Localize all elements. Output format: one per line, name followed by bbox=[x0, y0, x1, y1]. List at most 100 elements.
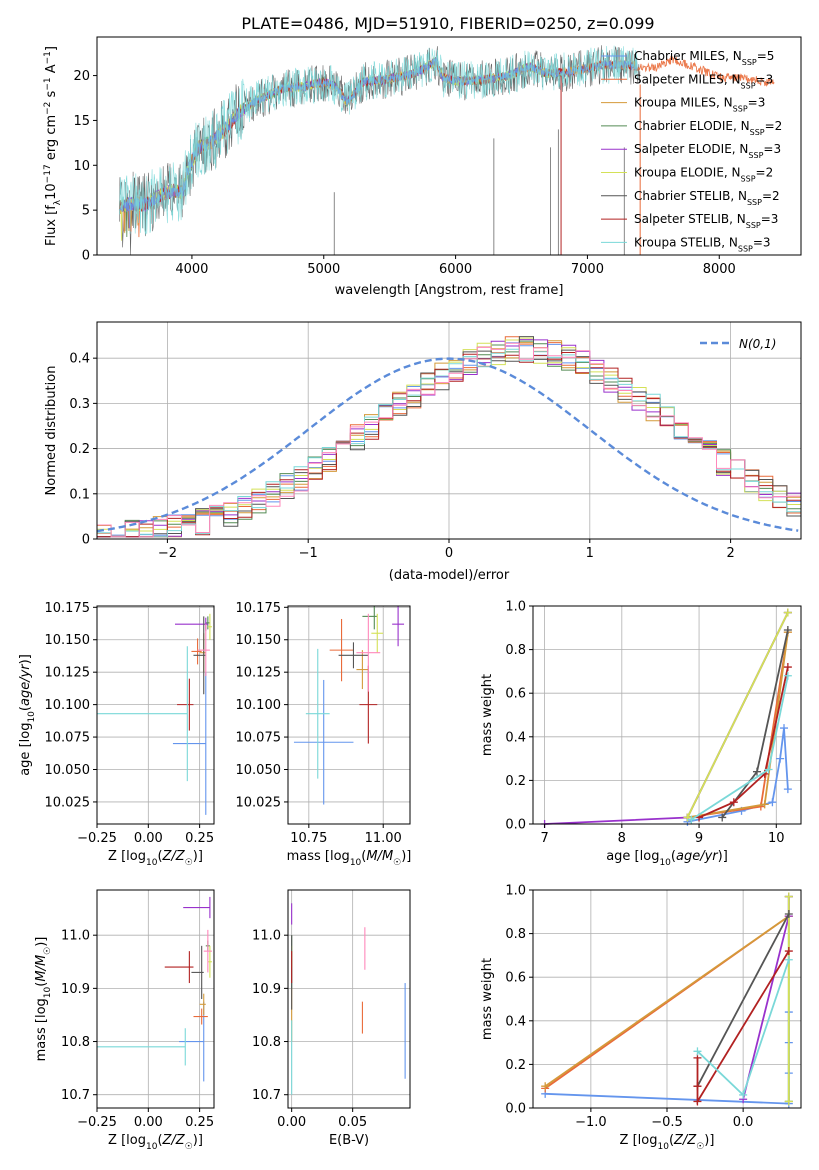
x-tick-label: 10 bbox=[768, 831, 785, 846]
series-salpeter_elodie bbox=[739, 892, 793, 1104]
legend-text: Salpeter ELODIE, N bbox=[634, 142, 748, 156]
y-tick-label: 10.050 bbox=[45, 763, 91, 778]
x-tick-label: 8000 bbox=[703, 262, 736, 277]
axes-frame bbox=[532, 605, 802, 825]
y-tick-label: 10.8 bbox=[61, 1035, 90, 1050]
label-part: M/M bbox=[34, 955, 49, 982]
series-marker bbox=[784, 1097, 793, 1106]
grid bbox=[96, 606, 214, 824]
point-chabrier_stelib bbox=[193, 616, 206, 695]
histogram-pink bbox=[97, 342, 801, 538]
label-part: ☉ bbox=[185, 1142, 193, 1152]
x-tick-label: 0.00 bbox=[134, 831, 163, 846]
point-chabrier_elodie bbox=[205, 616, 210, 630]
legend-entry: Chabrier ELODIE, NSSP=2 bbox=[634, 119, 782, 137]
y-axis-label: mass weight bbox=[480, 674, 495, 756]
legend-entry: Kroupa MILES, NSSP=3 bbox=[634, 96, 765, 114]
y-tick-label: 10.125 bbox=[45, 666, 91, 681]
label-part: M/M bbox=[366, 849, 393, 864]
y-tick-label: 0.4 bbox=[505, 1014, 526, 1029]
label-part: )] bbox=[193, 849, 203, 864]
y-tick-label: 10.7 bbox=[252, 1088, 281, 1103]
label-part: age/yr bbox=[676, 849, 719, 864]
point-chabrier_miles bbox=[179, 1001, 205, 1082]
y-tick-label: 10.150 bbox=[236, 633, 282, 648]
label-part: 10 bbox=[350, 858, 362, 868]
y-tick-label: 0.8 bbox=[505, 927, 526, 942]
point-kroupa_elodie bbox=[371, 613, 384, 653]
ticks: −2 −1 0 1 2 0 0.1 0.2 0.3 0.4 bbox=[69, 352, 734, 561]
point-salpeter_elodie bbox=[183, 896, 211, 919]
grid bbox=[97, 322, 801, 540]
point-kroupa_stelib bbox=[97, 1028, 186, 1066]
label-part: −1 bbox=[43, 51, 53, 64]
x-axis-label: mass [log10(M/M☉)] bbox=[287, 849, 412, 868]
series-line bbox=[698, 666, 789, 819]
y-tick-label: 1.0 bbox=[505, 600, 526, 615]
y-tick-label: 0 bbox=[82, 533, 90, 548]
grid bbox=[533, 605, 801, 825]
series-marker bbox=[784, 955, 793, 964]
legend-text: Salpeter MILES, N bbox=[634, 72, 741, 86]
x-axis-label: E(B-V) bbox=[329, 1133, 369, 1148]
series-salpeter_elodie bbox=[540, 608, 792, 828]
x-tick-label: −0.25 bbox=[77, 831, 117, 846]
series-line bbox=[544, 612, 789, 825]
histograms bbox=[97, 336, 801, 538]
x-tick-label: 7 bbox=[540, 831, 548, 846]
y-tick-label: 10.9 bbox=[252, 982, 281, 997]
label-part: ☉ bbox=[696, 1142, 704, 1152]
label-part: )] bbox=[18, 654, 33, 664]
y-tick-label: 10.100 bbox=[45, 698, 91, 713]
x-axis-label: Z [log10(Z/Z☉)] bbox=[108, 1133, 203, 1152]
label-part: ] bbox=[44, 46, 59, 51]
point-pink bbox=[197, 624, 210, 677]
series-marker bbox=[729, 798, 738, 807]
x-tick-label: −1 bbox=[299, 546, 318, 561]
label-part: Flux [f bbox=[44, 205, 59, 246]
ticks: −0.25 0.00 0.25 10.7 10.8 10.9 11.0 bbox=[61, 929, 214, 1130]
grid bbox=[288, 606, 410, 824]
legend-tail: =3 bbox=[748, 96, 766, 110]
y-tick-label: 10.8 bbox=[252, 1035, 281, 1050]
series-line bbox=[696, 913, 790, 1087]
legend: N(0,1) bbox=[700, 337, 776, 351]
y-tick-label: 0.0 bbox=[505, 818, 526, 833]
title-text: PLATE=0486, MJD=51910, FIBERID=0250, z=0… bbox=[241, 14, 654, 33]
y-tick-label: 5 bbox=[82, 204, 90, 219]
series-marker bbox=[780, 724, 789, 733]
axes-frame bbox=[96, 36, 802, 256]
y-tick-label: 0 bbox=[82, 249, 90, 264]
legend-sub: SSP bbox=[747, 197, 762, 206]
spectrum-lines bbox=[118, 45, 775, 255]
points bbox=[97, 613, 212, 815]
label-part: Z/Z bbox=[162, 849, 186, 864]
histogram-salpeter_stelib bbox=[97, 352, 801, 538]
x-axis-label: wavelength [Angstrom, rest frame] bbox=[335, 283, 564, 298]
y-tick-label: 0.0 bbox=[505, 1102, 526, 1117]
series-marker bbox=[783, 671, 792, 680]
axes-frame bbox=[287, 605, 411, 825]
series-marker bbox=[776, 754, 785, 763]
label-part: Z [log bbox=[108, 1133, 146, 1148]
series-salpeter_stelib bbox=[695, 663, 792, 822]
legend-tail: =5 bbox=[757, 49, 775, 63]
point-chabrier_stelib bbox=[191, 945, 204, 999]
mass-age-panel: 10.75 11.00 10.025 10.050 10.075 10.100 10.125… bbox=[236, 601, 412, 868]
series-marker bbox=[693, 1097, 702, 1106]
label-part: age [log bbox=[606, 849, 659, 864]
y-tick-label: 10.7 bbox=[61, 1088, 90, 1103]
label-part: s bbox=[44, 90, 59, 101]
legend-sub: SSP bbox=[741, 174, 756, 183]
axes-frame bbox=[96, 889, 215, 1109]
point-chabrier_elodie bbox=[362, 606, 378, 630]
y-tick-label: 10.025 bbox=[45, 795, 91, 810]
label-part: age [log bbox=[18, 723, 33, 776]
series-marker bbox=[784, 909, 793, 918]
x-tick-label: 7000 bbox=[571, 262, 604, 277]
label-part: −2 bbox=[43, 102, 53, 115]
points bbox=[293, 606, 405, 805]
point-kroupa_miles bbox=[199, 993, 206, 1015]
point-kroupa_miles bbox=[199, 633, 206, 673]
